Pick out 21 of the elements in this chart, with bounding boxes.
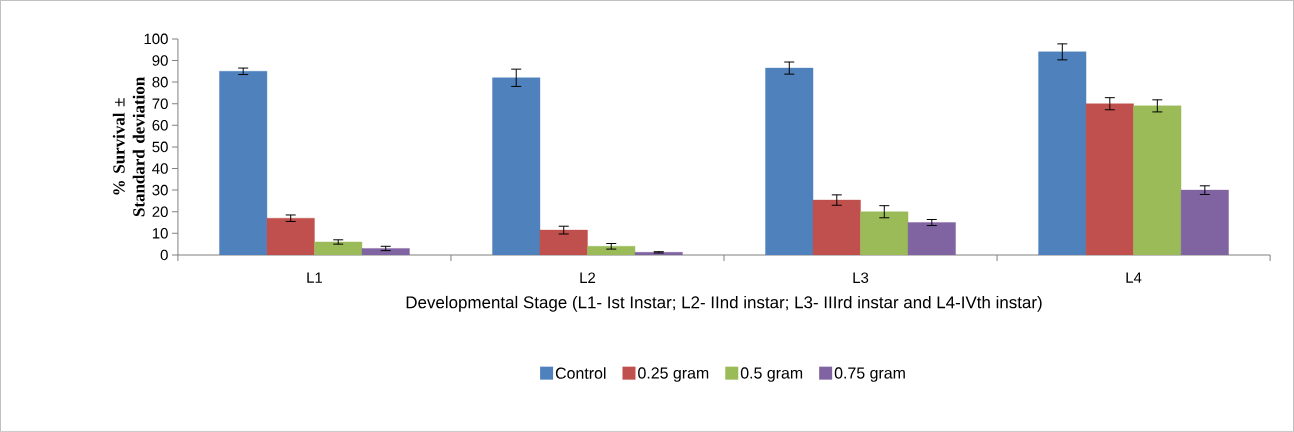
y-tick-label: 50 xyxy=(152,141,168,153)
y-tick-label: 90 xyxy=(152,55,168,66)
y-tick-label: 20 xyxy=(152,206,168,218)
legend-label: Control xyxy=(555,367,606,379)
x-tick-label: L4 xyxy=(1126,272,1142,283)
x-tick-label: L2 xyxy=(580,272,596,283)
y-tick-label: 80 xyxy=(152,76,168,88)
x-axis-title: Developmental Stage (L1- Ist Instar; L2- IInd instar; L3- IIIrd instar and L4-IVth instar) xyxy=(406,295,1042,312)
y-tick-label: 0 xyxy=(160,249,168,261)
x-tick-label: L1 xyxy=(307,272,323,283)
y-tick-label: 40 xyxy=(152,163,168,174)
y-tick-label: 30 xyxy=(152,184,168,196)
x-tick-label: L3 xyxy=(853,272,869,284)
legend-label: 0.75 gram xyxy=(834,367,905,382)
legend-label: 0.5 gram xyxy=(740,367,803,382)
y-tick-label: 60 xyxy=(152,120,168,131)
legend-label: 0.25 gram xyxy=(638,367,709,382)
y-tick-label: 10 xyxy=(152,228,168,239)
y-tick-label: 70 xyxy=(152,98,168,110)
y-axis-title: % Survival ± Standard deviation xyxy=(112,77,145,217)
y-tick-label: 100 xyxy=(144,33,168,45)
